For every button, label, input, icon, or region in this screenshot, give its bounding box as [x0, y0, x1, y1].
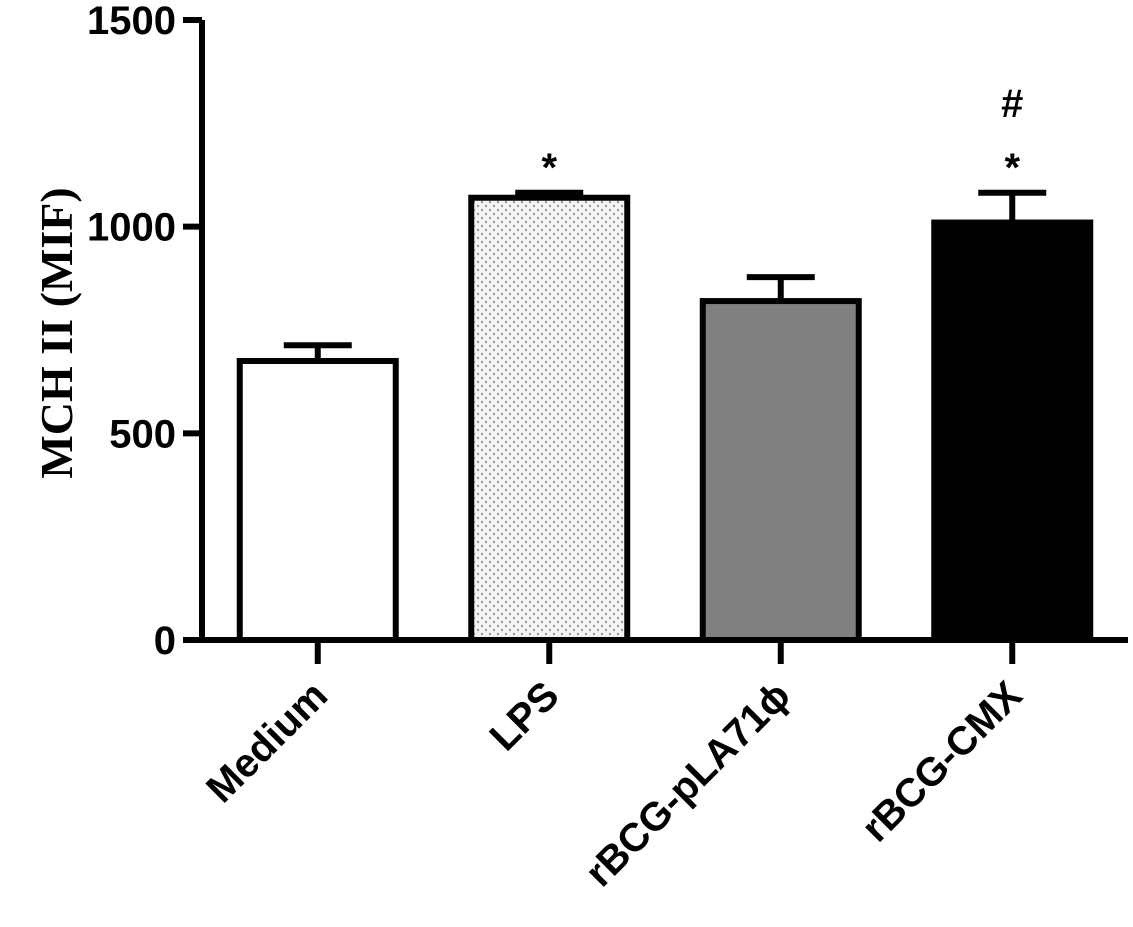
y-axis-label: MCH II (MIF) — [31, 187, 82, 478]
y-tick-label-0: 0 — [154, 619, 176, 663]
y-tick-label-1500: 1500 — [87, 0, 176, 43]
y-tick-label-1000: 1000 — [87, 206, 176, 250]
bar-rbcg-pla71 — [699, 298, 862, 643]
y-tick-label-500: 500 — [109, 412, 176, 456]
category-label-lps: LPS — [481, 673, 567, 759]
bar-rbcg-cmx — [931, 219, 1094, 644]
y-ticks: 0 500 1000 1500 — [87, 0, 202, 663]
significance-hash-rbcg-cmx: # — [1001, 82, 1023, 126]
bar-medium — [236, 358, 399, 643]
significance-marks: * * # — [541, 82, 1023, 190]
x-ticks: Medium LPS rBCG-pLA71ϕ rBCG-CMX — [198, 640, 1031, 895]
category-label-rbcg-pla71: rBCG-pLA71ϕ — [577, 673, 799, 895]
category-label-medium: Medium — [198, 673, 336, 811]
bars-layer — [236, 194, 1094, 644]
error-bars-layer — [283, 189, 1047, 361]
significance-star-lps: * — [541, 146, 557, 190]
significance-star-rbcg-cmx: * — [1004, 146, 1020, 190]
category-label-rbcg-cmx: rBCG-CMX — [853, 673, 1030, 850]
bar-lps — [468, 194, 631, 643]
axes — [199, 20, 1128, 643]
